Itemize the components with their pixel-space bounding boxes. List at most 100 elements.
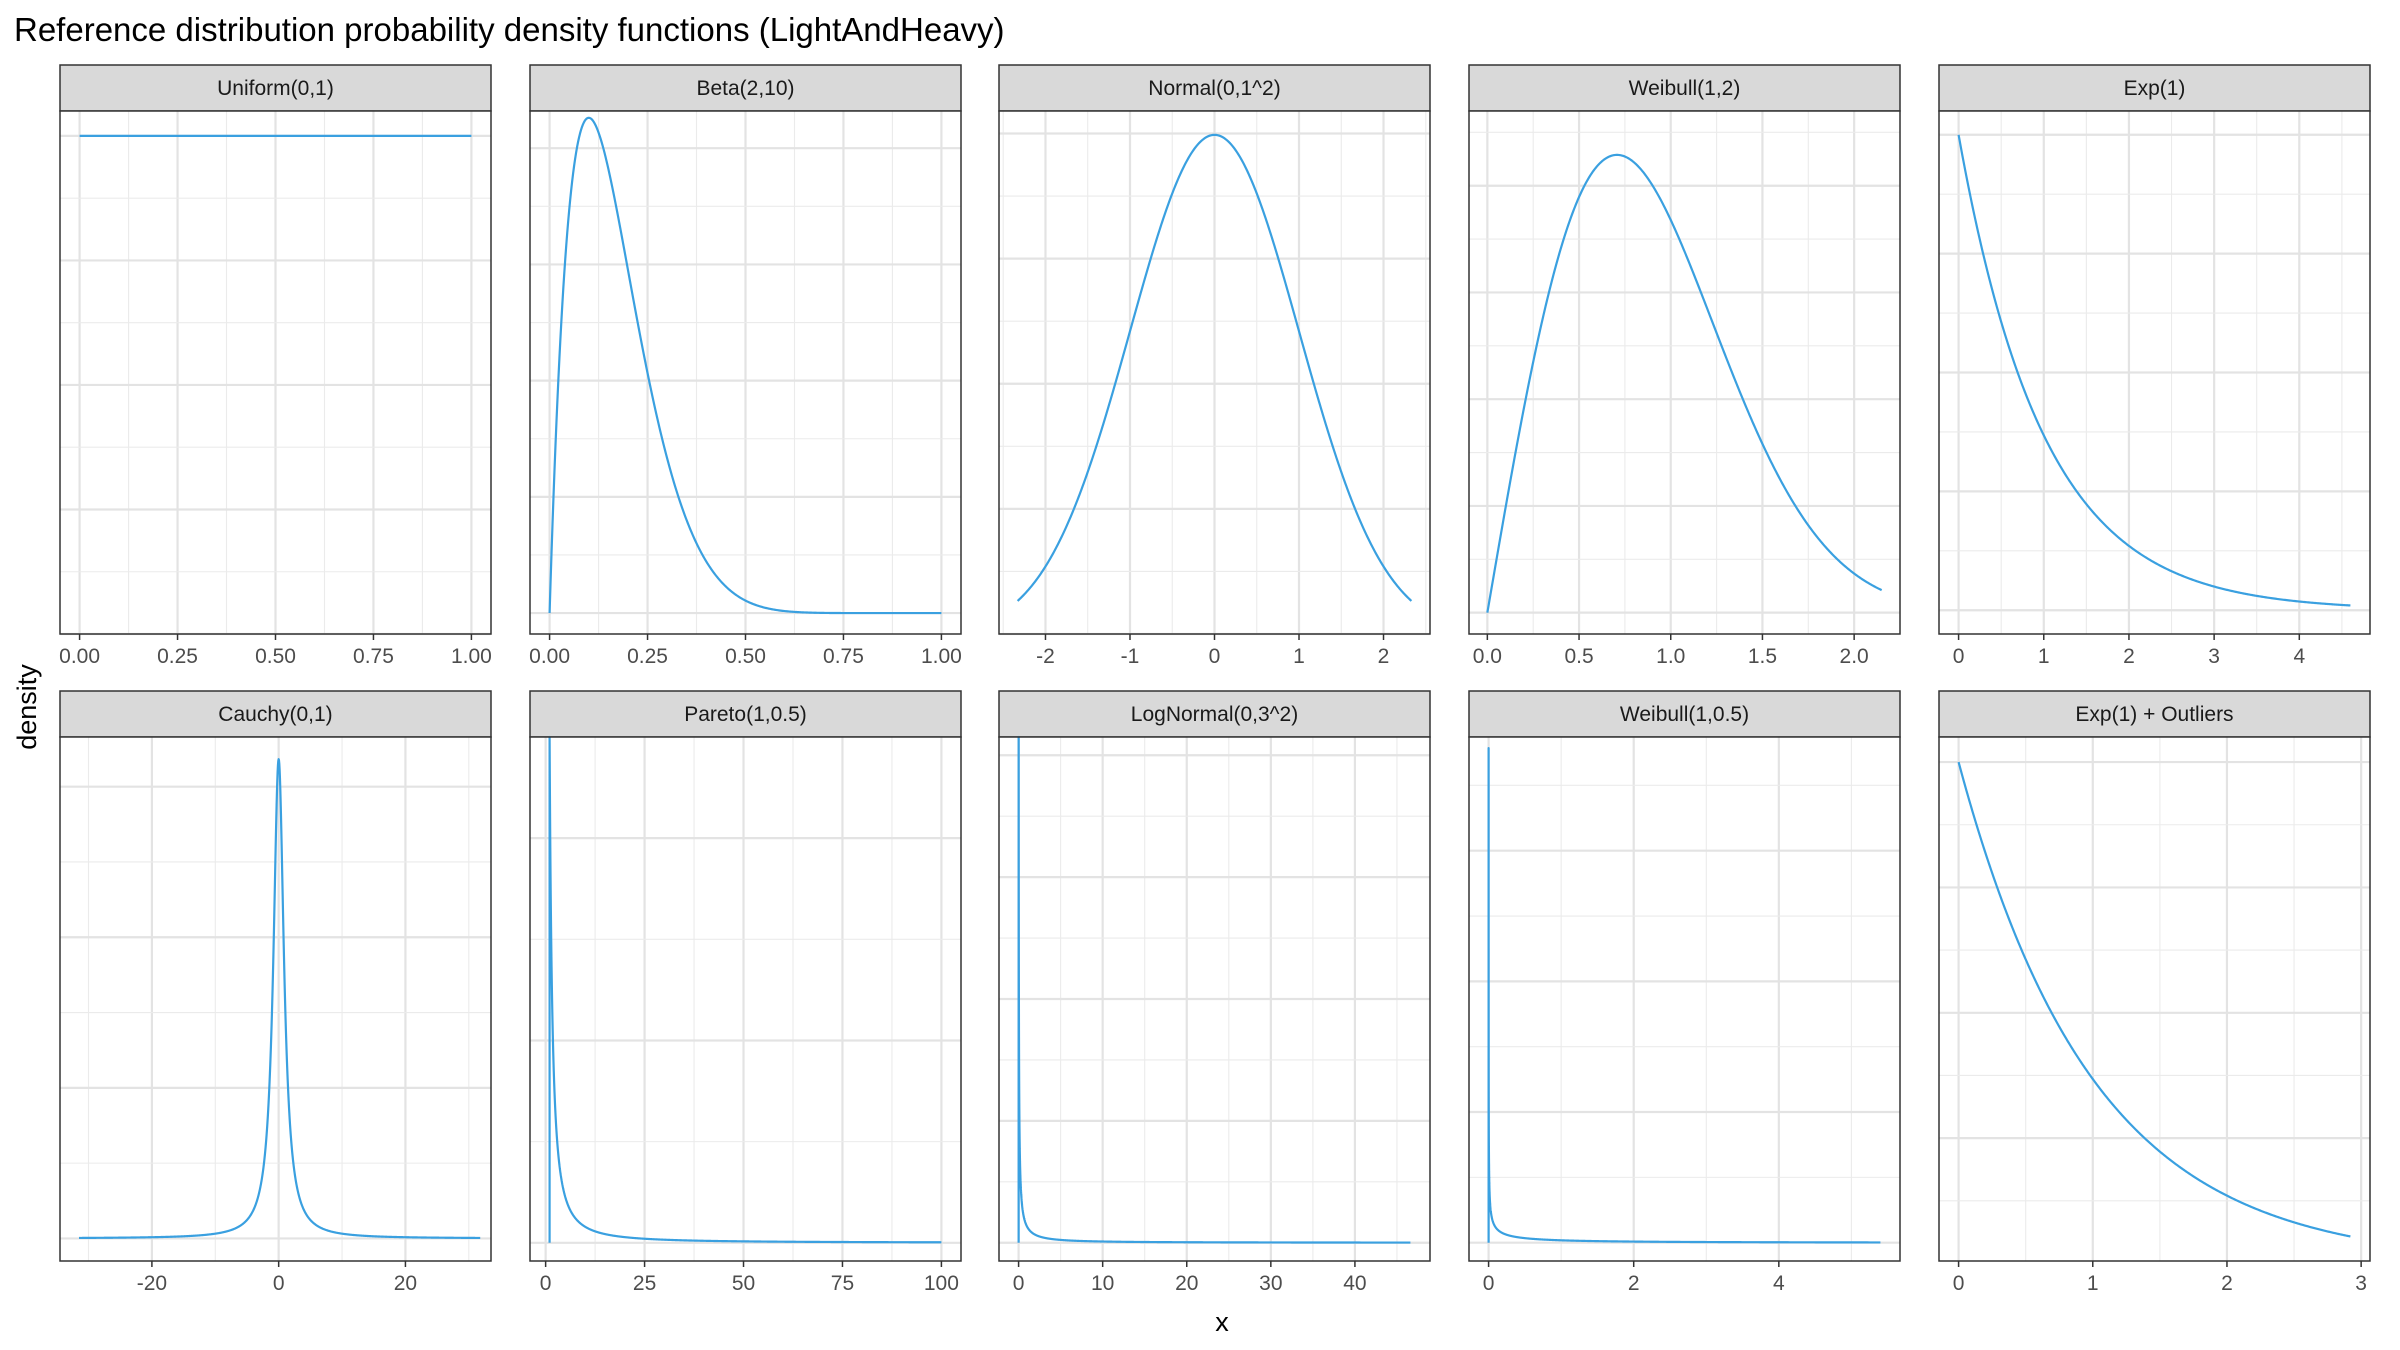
facet-panel-uniform-0-1: Uniform(0,1) 0.00 0.25 0.50 0.75 1.00 bbox=[59, 64, 492, 668]
panel-grid bbox=[1939, 737, 2370, 1261]
x-tick-label: 2 bbox=[2123, 645, 2135, 668]
x-tick-label: 2 bbox=[1378, 645, 1390, 668]
x-tick-label: 1.5 bbox=[1748, 645, 1777, 668]
panel-background bbox=[530, 737, 961, 1261]
x-tick-label: 20 bbox=[394, 1272, 417, 1295]
density-line-cauchy-0-1 bbox=[78, 758, 481, 1240]
x-tick-label: 4 bbox=[1773, 1272, 1785, 1295]
x-tick-label: 40 bbox=[1343, 1272, 1366, 1295]
facet-panel-weibull-1-0-5: Weibull(1,0.5) 0 2 4 bbox=[1468, 690, 1901, 1295]
panel-border bbox=[1468, 110, 1901, 635]
x-axis: 0.00 0.25 0.50 0.75 1.00 bbox=[59, 634, 492, 668]
panel-grid bbox=[530, 736, 961, 1261]
facet-strip-label: Beta(2,10) bbox=[696, 77, 794, 100]
x-tick-label: 0.50 bbox=[255, 645, 296, 668]
x-tick-label: 0 bbox=[1953, 1272, 1965, 1295]
density-line-weibull-1-2 bbox=[1486, 153, 1883, 613]
density-line-exp-1 bbox=[1957, 134, 2351, 607]
x-tick-label: -2 bbox=[1036, 645, 1055, 668]
facet-strip bbox=[998, 690, 1431, 738]
chart-title: Reference distribution probability densi… bbox=[14, 11, 1005, 48]
density-line-pareto-1-0-5 bbox=[548, 735, 942, 1244]
x-axis: 0 25 50 75 100 bbox=[540, 1261, 959, 1295]
facet-strip bbox=[1938, 64, 2371, 112]
facet-strip-label: Pareto(1,0.5) bbox=[684, 703, 807, 726]
panel-background bbox=[1469, 111, 1900, 634]
x-tick-label: 30 bbox=[1259, 1272, 1282, 1295]
panel-background bbox=[1939, 737, 2370, 1261]
facet-panel-beta-2-10: Beta(2,10) 0.00 0.25 0.50 0.75 1.00 bbox=[529, 64, 962, 668]
facet-strip-label: Exp(1) + Outliers bbox=[2075, 703, 2233, 726]
x-tick-label: 1 bbox=[2087, 1272, 2099, 1295]
facet-strip-label: LogNormal(0,3^2) bbox=[1131, 703, 1298, 726]
x-tick-label: 1.00 bbox=[921, 645, 962, 668]
x-tick-label: 0.75 bbox=[823, 645, 864, 668]
x-tick-label: 0.00 bbox=[59, 645, 100, 668]
panel-grid bbox=[60, 737, 491, 1261]
x-tick-label: 10 bbox=[1091, 1272, 1114, 1295]
facet-panel-lognormal-0-3-2: LogNormal(0,3^2) 0 10 20 30 40 bbox=[998, 690, 1431, 1295]
x-tick-label: 75 bbox=[831, 1272, 854, 1295]
x-tick-label: 3 bbox=[2208, 645, 2220, 668]
x-axis: 0 10 20 30 40 bbox=[1013, 1261, 1367, 1295]
x-tick-label: 0.50 bbox=[725, 645, 766, 668]
x-tick-label: 0.5 bbox=[1564, 645, 1593, 668]
facet-strip-label: Normal(0,1^2) bbox=[1148, 77, 1280, 100]
x-tick-label: 1 bbox=[2038, 645, 2050, 668]
x-tick-label: 1.0 bbox=[1656, 645, 1685, 668]
x-tick-label: 1.00 bbox=[451, 645, 492, 668]
facet-panel-exp-1: Exp(1) 0 1 2 3 4 bbox=[1938, 64, 2371, 668]
x-axis: -2 -1 0 1 2 bbox=[1036, 634, 1389, 668]
x-tick-label: 0.75 bbox=[353, 645, 394, 668]
x-tick-label: 50 bbox=[732, 1272, 755, 1295]
facet-strip bbox=[59, 64, 492, 112]
x-tick-label: 2.0 bbox=[1840, 645, 1869, 668]
x-axis-title: x bbox=[1215, 1307, 1229, 1337]
x-tick-label: 0 bbox=[273, 1272, 285, 1295]
x-axis: 0 1 2 3 4 bbox=[1953, 634, 2305, 668]
facet-strip bbox=[529, 64, 962, 112]
density-line-beta-2-10 bbox=[548, 116, 942, 615]
x-tick-label: 25 bbox=[633, 1272, 656, 1295]
panel-background bbox=[1469, 737, 1900, 1261]
facet-strip bbox=[1468, 690, 1901, 738]
x-tick-label: 0 bbox=[540, 1272, 552, 1295]
x-tick-label: -1 bbox=[1121, 645, 1140, 668]
panel-grid bbox=[999, 111, 1430, 636]
density-line-weibull-1-0-5 bbox=[1487, 746, 1881, 1244]
x-tick-label: 1 bbox=[1293, 645, 1305, 668]
panel-border bbox=[1468, 736, 1901, 1262]
x-tick-label: 2 bbox=[2221, 1272, 2233, 1295]
facet-strip bbox=[998, 64, 1431, 112]
x-axis: 0.00 0.25 0.50 0.75 1.00 bbox=[529, 634, 962, 668]
panel-grid bbox=[1939, 111, 2370, 634]
x-axis: 0 1 2 3 bbox=[1953, 1261, 2367, 1295]
y-axis-title: density bbox=[12, 664, 42, 750]
x-tick-label: 100 bbox=[924, 1272, 959, 1295]
x-tick-label: 0 bbox=[1013, 1272, 1025, 1295]
x-tick-label: 0 bbox=[1953, 645, 1965, 668]
facet-panel-exp-1-outliers: Exp(1) + Outliers 0 1 2 3 bbox=[1938, 690, 2371, 1295]
density-line-lognormal-0-3-2 bbox=[1017, 735, 1411, 1244]
facet-panel-weibull-1-2: Weibull(1,2) 0.0 0.5 1.0 1.5 2.0 bbox=[1468, 64, 1901, 668]
facet-panel-normal-0-1-2: Normal(0,1^2) -2 -1 0 1 2 bbox=[998, 64, 1431, 668]
x-axis: 0.0 0.5 1.0 1.5 2.0 bbox=[1473, 634, 1869, 668]
facet-panel-cauchy-0-1: Cauchy(0,1) -20 0 20 bbox=[59, 690, 492, 1295]
facet-strip-label: Exp(1) bbox=[2124, 77, 2186, 100]
panel-border bbox=[1938, 110, 2371, 635]
facet-strip-label: Cauchy(0,1) bbox=[218, 703, 332, 726]
x-tick-label: 0.25 bbox=[627, 645, 668, 668]
facet-strip-label: Weibull(1,2) bbox=[1629, 77, 1741, 100]
facet-strip-label: Weibull(1,0.5) bbox=[1620, 703, 1749, 726]
x-tick-label: -20 bbox=[137, 1272, 167, 1295]
x-tick-label: 4 bbox=[2293, 645, 2305, 668]
density-line-normal-0-1-2 bbox=[1016, 133, 1413, 602]
facet-panels: Uniform(0,1)0.00 0.25 0.50 0.75 1.00Beta(2,1… bbox=[59, 64, 2371, 1295]
x-tick-label: 0 bbox=[1209, 645, 1221, 668]
panel-border bbox=[1938, 736, 2371, 1262]
x-tick-label: 2 bbox=[1628, 1272, 1640, 1295]
density-line-exp-1-outliers bbox=[1957, 761, 2351, 1238]
panel-border bbox=[998, 736, 1431, 1262]
panel-grid bbox=[1469, 111, 1901, 634]
